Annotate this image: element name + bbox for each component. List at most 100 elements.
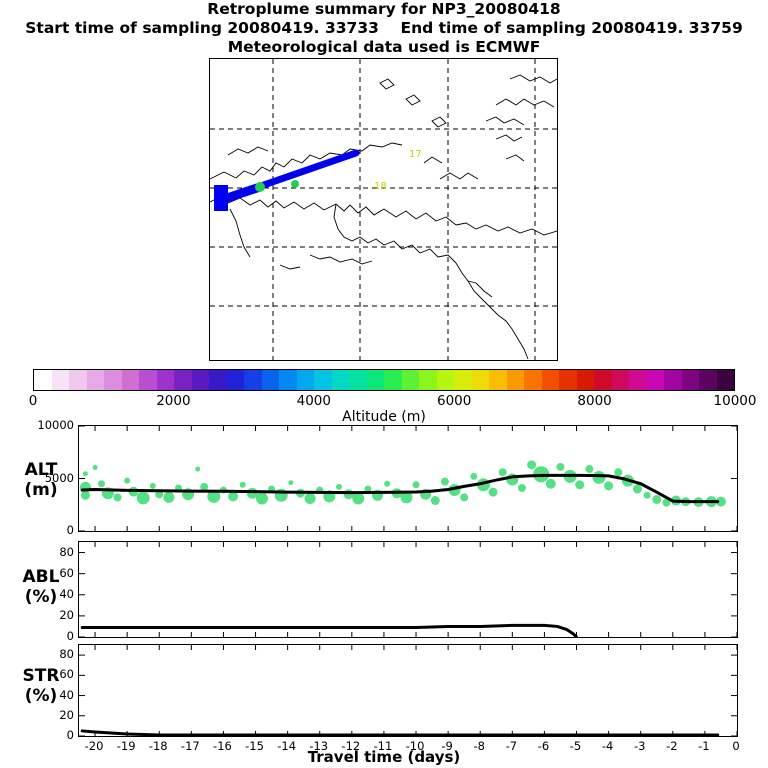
colorbar-tick-label: 0: [28, 393, 38, 409]
panel-abl-svg: [79, 542, 737, 637]
colorbar-swatch: [191, 370, 209, 390]
colorbar-tick-label: 10000: [713, 393, 757, 409]
panel-abl-ytick-label: 40: [59, 586, 74, 601]
x-tick-label: -15: [245, 739, 264, 753]
str-panel: [78, 644, 738, 737]
figure-title-block: Retroplume summary for NP3_20080418 Star…: [0, 0, 768, 57]
x-tick-label: -10: [405, 739, 425, 753]
colorbar-swatch: [156, 370, 174, 390]
page-title: Retroplume summary for NP3_20080418: [207, 0, 561, 18]
colorbar-swatch: [541, 370, 559, 390]
panel-abl-ytick-label: 80: [59, 544, 74, 559]
colorbar-swatch: [34, 370, 52, 390]
x-tick-label: -8: [473, 739, 485, 753]
map-marker-17: 17: [409, 149, 422, 160]
panel-str-svg: [79, 645, 737, 736]
panel-alt-ytick-label: 5000: [44, 470, 74, 485]
colorbar-swatch: [506, 370, 524, 390]
colorbar-swatch: [139, 370, 157, 390]
colorbar-label: Altitude (m): [342, 409, 426, 425]
colorbar-swatch: [594, 370, 612, 390]
alt-panel: [78, 425, 738, 532]
colorbar-swatch: [401, 370, 419, 390]
x-tick-label: -4: [601, 739, 614, 753]
colorbar-swatch: [279, 370, 297, 390]
x-tick-label: -11: [373, 739, 393, 753]
colorbar-swatch: [611, 370, 629, 390]
panel-str-ytick-label: 60: [59, 667, 74, 682]
colorbar-swatch: [559, 370, 577, 390]
x-tick-label: -20: [84, 739, 104, 753]
panel-str-ytick-label: 20: [59, 707, 74, 722]
x-tick-label: -3: [633, 739, 646, 753]
colorbar-ticks: 0 2000 4000 6000 8000 10000: [29, 393, 757, 409]
colorbar-swatch: [226, 370, 244, 390]
colorbar-swatch: [121, 370, 139, 390]
colorbar-swatch: [699, 370, 717, 390]
abl-panel-ylabel: ABL (%): [22, 567, 60, 607]
x-tick-label: -2: [666, 739, 678, 753]
x-tick-label: -6: [537, 739, 550, 753]
colorbar-swatch: [244, 370, 262, 390]
retroplume-track: [214, 149, 360, 211]
colorbar-swatch: [629, 370, 647, 390]
colorbar-swatch: [69, 370, 87, 390]
x-tick-label: -9: [441, 739, 453, 753]
x-tick-label: -12: [341, 739, 361, 753]
colorbar-swatch: [419, 370, 437, 390]
colorbar-swatch: [646, 370, 664, 390]
x-tick-label: -7: [505, 739, 518, 753]
panel-alt-svg: [79, 426, 737, 531]
x-axis-label: Travel time (days): [307, 748, 461, 766]
x-tick-label: -14: [277, 739, 297, 753]
alt-panel-ylabel: ALT (m): [24, 460, 58, 500]
x-tick-label: -1: [698, 739, 710, 753]
colorbar-gradient: [33, 369, 735, 391]
x-tick-label: -19: [116, 739, 136, 753]
colorbar-swatch: [314, 370, 332, 390]
panel-abl-ytick-label: 60: [59, 565, 74, 580]
panel-str-ytick-label: 0: [66, 728, 74, 742]
colorbar-tick-label: 6000: [437, 393, 472, 409]
panel-abl-ytick-label: 0: [66, 629, 74, 643]
colorbar-swatch: [471, 370, 489, 390]
panel-str-ytick-label: 40: [59, 687, 74, 702]
map-coastlines: [210, 74, 557, 360]
colorbar-swatch: [209, 370, 227, 390]
panel-str-ytick-label: 80: [59, 647, 74, 662]
colorbar-swatch: [454, 370, 472, 390]
colorbar-swatch: [174, 370, 192, 390]
colorbar-swatch: [261, 370, 279, 390]
abl-panel: [78, 541, 738, 638]
map-marker-group: 17 18: [255, 149, 422, 192]
map-panel: 17 18: [209, 58, 558, 361]
colorbar-tick-label: 4000: [296, 393, 331, 409]
altitude-colorbar: [33, 369, 735, 391]
str-panel-ylabel: STR (%): [22, 666, 60, 706]
panel-alt-ytick-label: 0: [66, 523, 74, 537]
colorbar-swatch: [51, 370, 69, 390]
colorbar-swatch: [716, 370, 734, 390]
colorbar-swatch: [681, 370, 699, 390]
x-tick-label: -17: [180, 739, 200, 753]
colorbar-tick-label: 2000: [156, 393, 191, 409]
x-tick-label: -13: [309, 739, 329, 753]
x-tick-label: -16: [213, 739, 232, 753]
map-graticule: [210, 59, 557, 360]
meteorological-data-line: Meteorological data used is ECMWF: [227, 38, 541, 56]
colorbar-swatch: [349, 370, 367, 390]
colorbar-swatch: [436, 370, 454, 390]
colorbar-swatch: [489, 370, 507, 390]
x-tick-label: -18: [148, 739, 168, 753]
colorbar-swatch: [664, 370, 682, 390]
colorbar-swatch: [86, 370, 104, 390]
x-tick-label: -5: [569, 739, 582, 753]
colorbar-swatch: [366, 370, 384, 390]
map-svg: 17 18: [210, 59, 557, 360]
colorbar-swatch: [331, 370, 349, 390]
colorbar-tick-label: 8000: [577, 393, 612, 409]
colorbar-swatch: [384, 370, 402, 390]
panel-abl-ytick-label: 20: [59, 607, 74, 622]
panel-alt-ytick-label: 10000: [37, 418, 74, 432]
